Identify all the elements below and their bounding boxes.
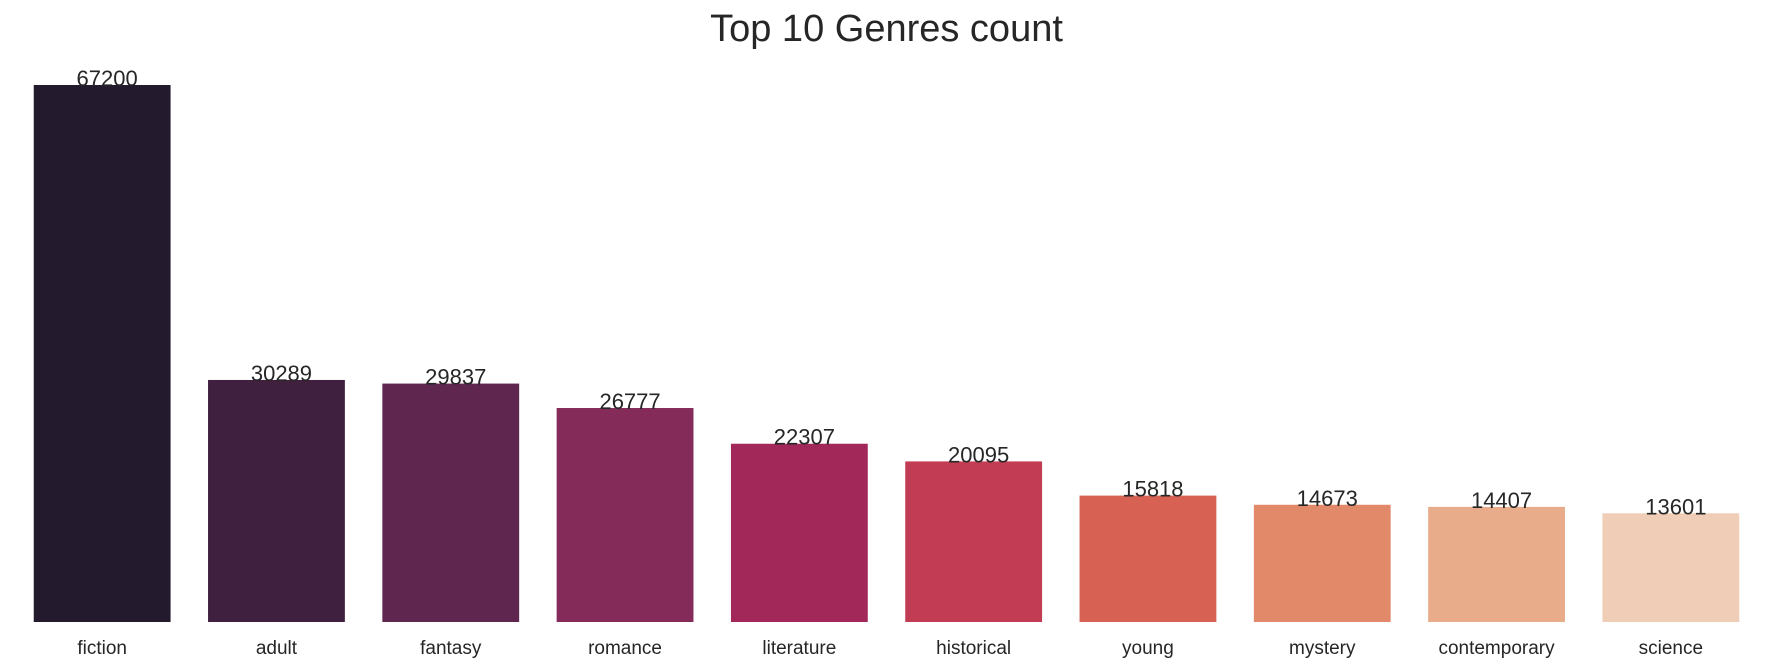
bar-literature	[730, 443, 868, 622]
x-tick-label: adult	[256, 638, 298, 659]
bar-value-label: 14407	[1471, 488, 1532, 513]
bar-fiction	[33, 85, 171, 622]
bar-value-labels: 67200 30289 29837 26777 22307 20095 15818 14673…	[77, 66, 1707, 519]
x-tick-label: mystery	[1289, 638, 1356, 659]
x-tick-label: science	[1639, 638, 1703, 659]
bar-value-label: 13601	[1645, 494, 1706, 519]
x-tick-label: young	[1122, 638, 1174, 659]
bar-romance	[556, 408, 694, 622]
bar-value-label: 67200	[77, 66, 138, 91]
bar-contemporary	[1428, 506, 1565, 622]
x-tick-label: fiction	[77, 638, 127, 659]
bar-fantasy	[382, 383, 520, 622]
bar-value-label: 14673	[1297, 486, 1358, 511]
bar-historical	[905, 461, 1043, 622]
bar-value-label: 26777	[599, 389, 660, 414]
bar-value-label: 30289	[251, 361, 312, 386]
bar-science	[1602, 513, 1740, 622]
x-tick-label: romance	[588, 638, 662, 659]
bar-value-label: 15818	[1122, 477, 1183, 502]
x-tick-label: literature	[762, 638, 836, 659]
x-tick-labels: fiction adult fantasy romance literature hist…	[77, 638, 1703, 659]
bar-value-label: 20095	[948, 442, 1009, 467]
x-tick-label: contemporary	[1438, 638, 1555, 659]
bar-value-label: 22307	[774, 425, 835, 450]
bar-young	[1079, 495, 1217, 622]
x-tick-label: historical	[936, 638, 1011, 659]
bar-mystery	[1253, 504, 1391, 622]
bars	[33, 85, 1740, 622]
chart-title: Top 10 Genres count	[710, 8, 1063, 50]
x-tick-label: fantasy	[420, 638, 482, 659]
bar-value-label: 29837	[425, 365, 486, 390]
bar-adult	[208, 379, 345, 622]
